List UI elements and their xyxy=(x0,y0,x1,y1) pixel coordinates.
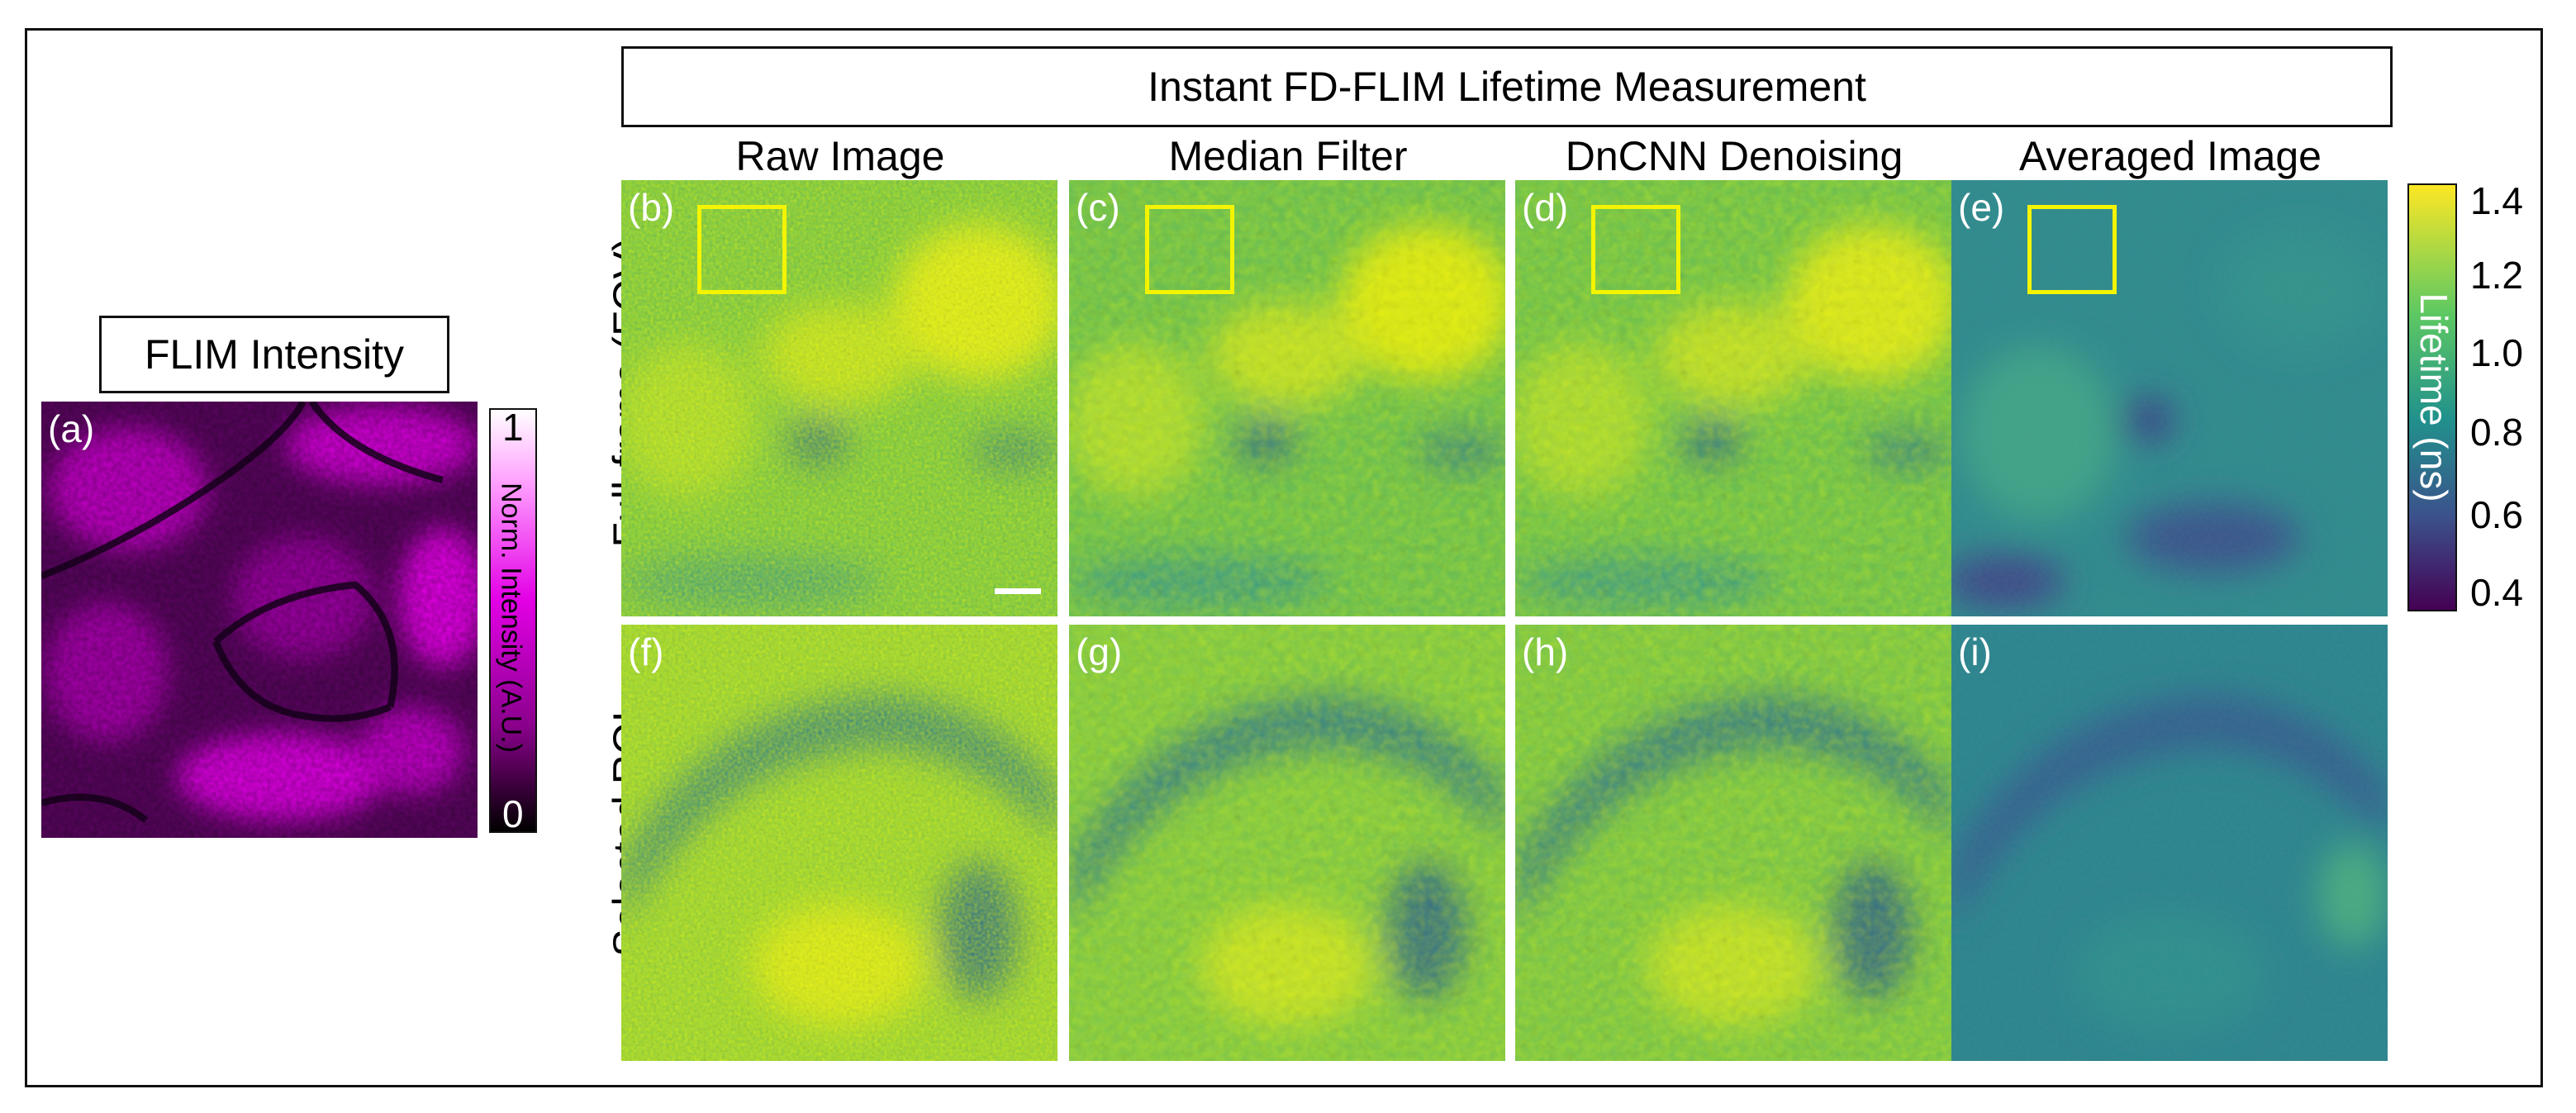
panel-median-fov: (c) xyxy=(1069,180,1505,616)
lifetime-tick-1.4: 1.4 xyxy=(2470,179,2523,222)
roi-box-b xyxy=(697,205,787,294)
panel-label-e: (e) xyxy=(1958,186,2005,229)
panel-label-d: (d) xyxy=(1522,186,1569,229)
lifetime-tick-1.2: 1.2 xyxy=(2470,254,2523,297)
column-label-raw: Raw Image xyxy=(735,133,945,179)
panel-label-b: (b) xyxy=(628,186,675,229)
figure-title: Instant FD-FLIM Lifetime Measurement xyxy=(621,46,2393,127)
roi-box-e xyxy=(2027,205,2117,294)
intensity-colorbar-max: 1 xyxy=(502,406,524,449)
intensity-colorbar-title: Norm. Intensity (A.U.) xyxy=(495,483,527,753)
panel-label-h: (h) xyxy=(1522,630,1569,673)
column-label-median: Median Filter xyxy=(1168,133,1408,179)
panel-label-g: (g) xyxy=(1076,630,1123,673)
lifetime-tick-1.0: 1.0 xyxy=(2470,331,2523,374)
figure-frame xyxy=(25,28,2543,1087)
column-label-averaged: Averaged Image xyxy=(2019,133,2322,179)
lifetime-tick-0.4: 0.4 xyxy=(2470,571,2523,614)
scale-bar xyxy=(995,588,1041,594)
panel-averaged-fov: (e) xyxy=(1951,180,2388,616)
intensity-colorbar xyxy=(489,408,537,833)
panel-averaged-roi: (i) xyxy=(1951,625,2388,1061)
panel-label-a: (a) xyxy=(48,407,95,450)
lifetime-tick-0.8: 0.8 xyxy=(2470,411,2523,454)
roi-box-c xyxy=(1145,205,1234,294)
panel-label-i: (i) xyxy=(1958,630,1992,673)
panel-dncnn-roi: (h) xyxy=(1515,625,1951,1061)
roi-box-d xyxy=(1591,205,1680,294)
intensity-colorbar-min: 0 xyxy=(502,792,524,835)
lifetime-colorbar xyxy=(2407,183,2457,611)
panel-label-f: (f) xyxy=(628,630,664,673)
lifetime-tick-0.6: 0.6 xyxy=(2470,493,2523,536)
intensity-image: (a) xyxy=(41,402,478,838)
intensity-title: FLIM Intensity xyxy=(99,316,449,393)
panel-raw-roi: (f) xyxy=(621,625,1057,1061)
panel-raw-fov: (b) xyxy=(621,180,1057,616)
panel-label-c: (c) xyxy=(1076,186,1120,229)
lifetime-colorbar-title: Lifetime (ns) xyxy=(2412,293,2455,502)
column-label-dncnn: DnCNN Denoising xyxy=(1565,133,1903,179)
panel-dncnn-fov: (d) xyxy=(1515,180,1951,616)
panel-median-roi: (g) xyxy=(1069,625,1505,1061)
